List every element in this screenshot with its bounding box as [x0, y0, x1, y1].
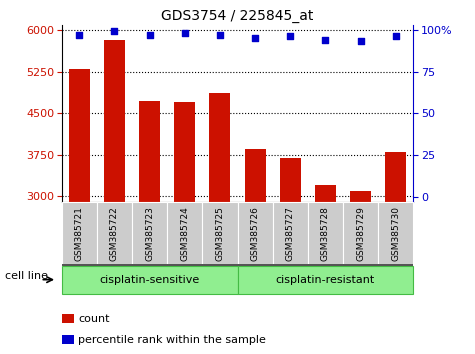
- Point: [286, 34, 294, 39]
- Bar: [280, 158, 301, 202]
- Text: cisplatin-sensitive: cisplatin-sensitive: [99, 275, 200, 285]
- Point: [111, 29, 118, 34]
- Point: [181, 30, 189, 36]
- Bar: [104, 40, 125, 202]
- Text: cell line: cell line: [5, 271, 48, 281]
- Text: GSM385722: GSM385722: [110, 206, 119, 261]
- Text: GSM385728: GSM385728: [321, 206, 330, 261]
- Bar: [385, 152, 406, 202]
- Text: cisplatin-resistant: cisplatin-resistant: [276, 275, 375, 285]
- Point: [146, 32, 153, 38]
- Point: [392, 34, 399, 39]
- Point: [216, 32, 224, 38]
- Text: percentile rank within the sample: percentile rank within the sample: [78, 335, 266, 345]
- Bar: [69, 69, 90, 202]
- Text: GSM385729: GSM385729: [356, 206, 365, 261]
- Text: GSM385723: GSM385723: [145, 206, 154, 261]
- Point: [322, 37, 329, 42]
- Text: count: count: [78, 314, 110, 324]
- Text: GSM385727: GSM385727: [286, 206, 294, 261]
- Bar: [139, 101, 160, 202]
- Text: GSM385721: GSM385721: [75, 206, 84, 261]
- Bar: [245, 149, 266, 202]
- Point: [251, 35, 259, 41]
- Text: GSM385724: GSM385724: [180, 206, 189, 261]
- Bar: [209, 93, 230, 202]
- Bar: [350, 191, 371, 202]
- Text: GSM385725: GSM385725: [216, 206, 224, 261]
- Bar: [315, 185, 336, 202]
- Text: GSM385730: GSM385730: [391, 206, 400, 261]
- Text: GDS3754 / 225845_at: GDS3754 / 225845_at: [162, 9, 314, 23]
- Point: [357, 39, 364, 44]
- Point: [76, 32, 83, 38]
- Text: GSM385726: GSM385726: [251, 206, 259, 261]
- Bar: [174, 102, 195, 202]
